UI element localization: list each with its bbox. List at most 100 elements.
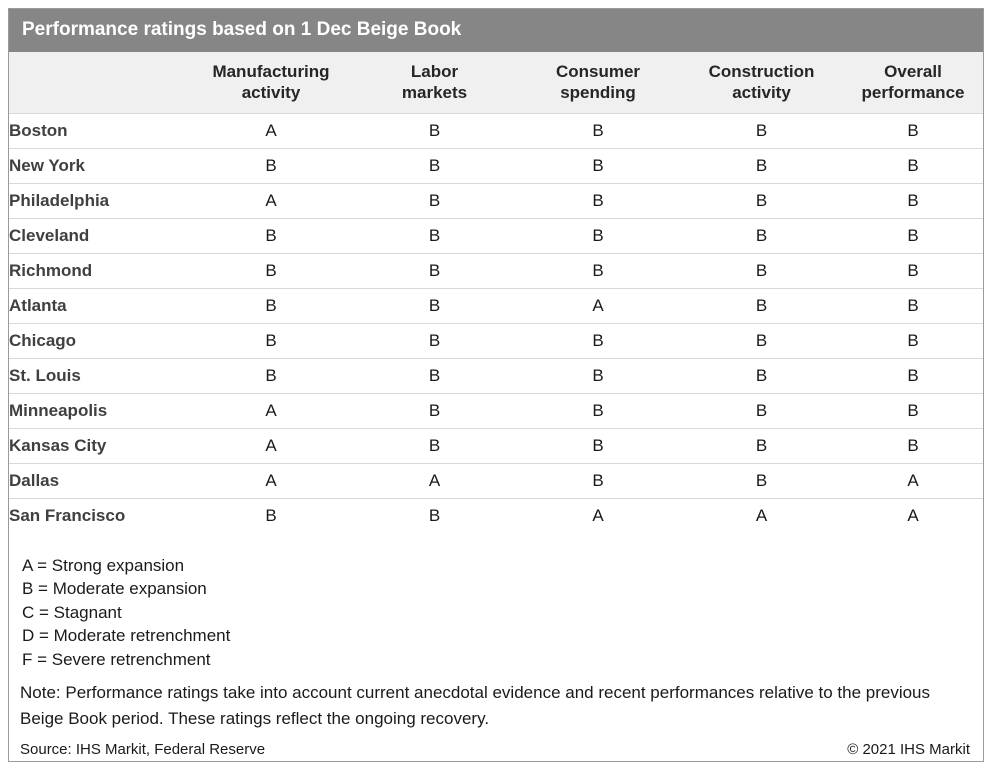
city-label: Chicago xyxy=(9,323,189,359)
rating-cell: A xyxy=(843,498,983,534)
note-text: Note: Performance ratings take into acco… xyxy=(20,683,931,728)
rating-cell: A xyxy=(189,113,353,149)
rating-cell: B xyxy=(516,183,680,219)
rating-cell: B xyxy=(680,428,843,464)
rating-cell: B xyxy=(680,323,843,359)
rating-cell: B xyxy=(843,218,983,254)
rating-cell: A xyxy=(680,498,843,534)
source-text: Source: IHS Markit, Federal Reserve xyxy=(20,741,266,758)
city-label: Kansas City xyxy=(9,428,189,464)
rating-cell: B xyxy=(353,113,516,149)
rating-cell: B xyxy=(843,183,983,219)
rating-cell: B xyxy=(843,323,983,359)
rating-cell: B xyxy=(843,393,983,429)
rating-cell: B xyxy=(516,218,680,254)
rating-cell: B xyxy=(353,183,516,219)
rating-cell: B xyxy=(353,253,516,289)
table-row-chicago: Chicago B B B B B xyxy=(9,323,983,359)
column-header-consumer-spending: Consumer spending xyxy=(516,52,680,114)
table-row-san-francisco: San Francisco B B A A A xyxy=(9,498,983,534)
table-row-dallas: Dallas A A B B A xyxy=(9,463,983,499)
rating-cell: B xyxy=(516,428,680,464)
rating-cell: B xyxy=(680,253,843,289)
city-label: Richmond xyxy=(9,253,189,289)
table-body: Boston A B B B B New York B B B B B Phil… xyxy=(9,113,983,534)
table-row-new-york: New York B B B B B xyxy=(9,148,983,184)
city-label: San Francisco xyxy=(9,498,189,534)
rating-cell: B xyxy=(353,393,516,429)
city-label: Philadelphia xyxy=(9,183,189,219)
beige-book-ratings-figure: Performance ratings based on 1 Dec Beige… xyxy=(8,8,984,762)
column-header-manufacturing-activity: Manufacturing activity xyxy=(189,52,353,114)
table-row-atlanta: Atlanta B B A B B xyxy=(9,288,983,324)
column-header-overall-performance: Overall performance xyxy=(843,52,983,114)
rating-cell: B xyxy=(353,288,516,324)
rating-cell: A xyxy=(189,463,353,499)
column-header-labor-markets: Labor markets xyxy=(353,52,516,114)
rating-cell: B xyxy=(843,253,983,289)
legend-line-c: C = Stagnant xyxy=(22,602,122,622)
rating-cell: B xyxy=(680,393,843,429)
table-row-minneapolis: Minneapolis A B B B B xyxy=(9,393,983,429)
rating-cell: B xyxy=(516,113,680,149)
rating-cell: B xyxy=(353,358,516,394)
table-row-philadelphia: Philadelphia A B B B B xyxy=(9,183,983,219)
rating-cell: B xyxy=(843,358,983,394)
rating-cell: B xyxy=(353,323,516,359)
legend-line-f: F = Severe retrenchment xyxy=(22,649,211,669)
rating-cell: B xyxy=(516,358,680,394)
rating-cell: B xyxy=(189,358,353,394)
header-row: Manufacturing activity Labor markets Con… xyxy=(9,52,983,114)
rating-cell: A xyxy=(189,393,353,429)
rating-cell: B xyxy=(680,148,843,184)
rating-cell: A xyxy=(843,463,983,499)
rating-cell: B xyxy=(189,498,353,534)
rating-cell: B xyxy=(189,253,353,289)
legend-line-a: A = Strong expansion xyxy=(22,555,185,575)
table-row-kansas-city: Kansas City A B B B B xyxy=(9,428,983,464)
rating-key-legend: A = Strong expansion B = Moderate expans… xyxy=(9,534,983,672)
table-row-richmond: Richmond B B B B B xyxy=(9,253,983,289)
rating-cell: B xyxy=(189,148,353,184)
rating-cell: B xyxy=(680,288,843,324)
rating-cell: B xyxy=(353,428,516,464)
rating-cell: B xyxy=(189,218,353,254)
table-row-st-louis: St. Louis B B B B B xyxy=(9,358,983,394)
rating-cell: B xyxy=(680,183,843,219)
column-header-construction-activity: Construction activity xyxy=(680,52,843,114)
city-label: St. Louis xyxy=(9,358,189,394)
city-label: New York xyxy=(9,148,189,184)
city-label: Dallas xyxy=(9,463,189,499)
figure-footer: Source: IHS Markit, Federal Reserve © 20… xyxy=(9,732,983,758)
rating-cell: B xyxy=(680,463,843,499)
rating-cell: B xyxy=(516,323,680,359)
rating-cell: B xyxy=(843,288,983,324)
ratings-table: Manufacturing activity Labor markets Con… xyxy=(9,52,983,534)
rating-cell: B xyxy=(189,323,353,359)
figure-title-bar: Performance ratings based on 1 Dec Beige… xyxy=(9,9,983,52)
rating-cell: B xyxy=(843,113,983,149)
rating-cell: A xyxy=(353,463,516,499)
legend-line-d: D = Moderate retrenchment xyxy=(22,626,231,645)
rating-cell: A xyxy=(516,498,680,534)
city-label: Cleveland xyxy=(9,218,189,254)
rating-cell: B xyxy=(516,463,680,499)
city-label: Minneapolis xyxy=(9,393,189,429)
rating-cell: A xyxy=(516,288,680,324)
rating-cell: A xyxy=(189,183,353,219)
copyright-text: © 2021 IHS Markit xyxy=(847,741,970,758)
rating-cell: B xyxy=(680,113,843,149)
rating-cell: B xyxy=(516,253,680,289)
rating-cell: B xyxy=(189,288,353,324)
rating-cell: B xyxy=(353,218,516,254)
city-label: Atlanta xyxy=(9,288,189,324)
rating-cell: B xyxy=(353,148,516,184)
corner-cell xyxy=(9,52,189,114)
rating-cell: B xyxy=(353,498,516,534)
rating-cell: B xyxy=(843,428,983,464)
rating-cell: B xyxy=(516,148,680,184)
rating-cell: B xyxy=(680,358,843,394)
legend-line-b: B = Moderate expansion xyxy=(22,579,207,598)
table-row-cleveland: Cleveland B B B B B xyxy=(9,218,983,254)
rating-cell: B xyxy=(516,393,680,429)
